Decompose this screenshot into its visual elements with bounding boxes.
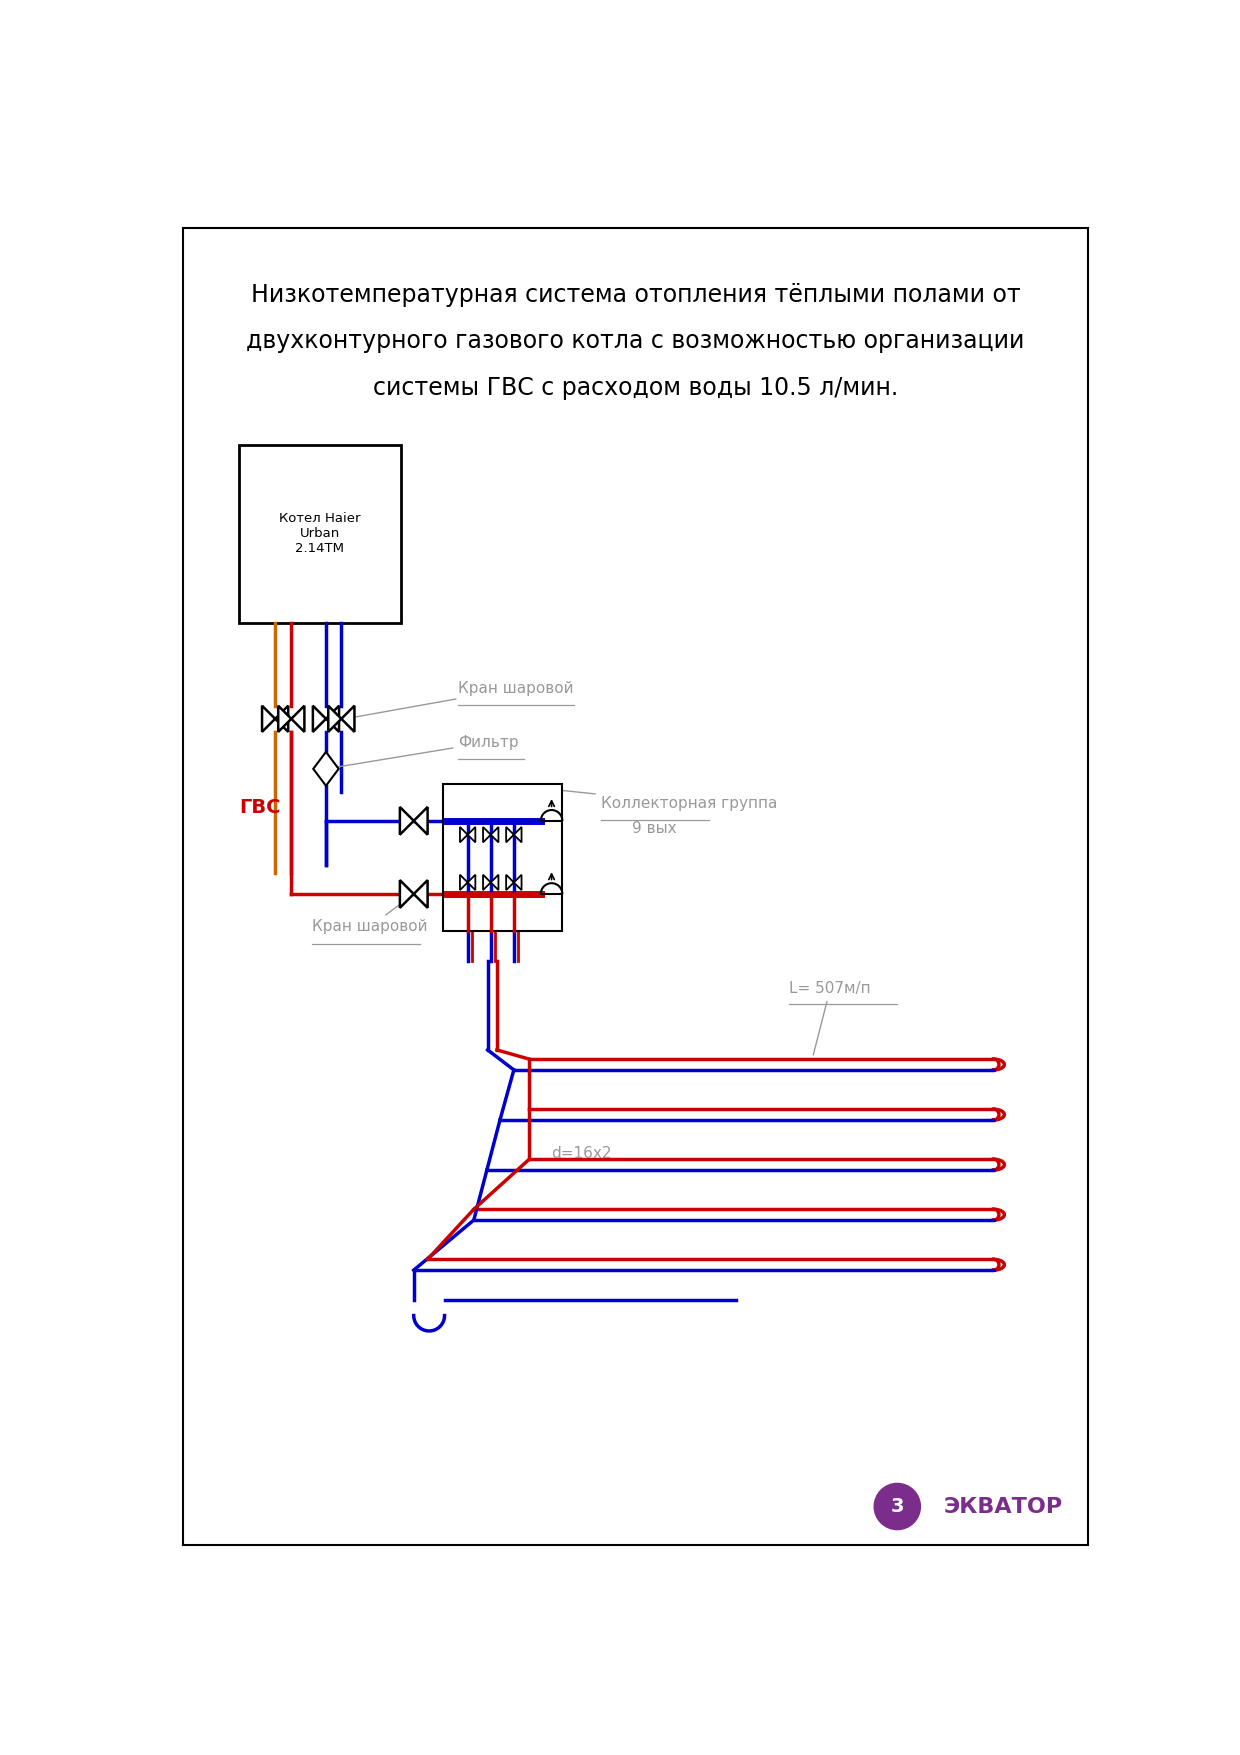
- Polygon shape: [506, 874, 513, 890]
- Polygon shape: [467, 874, 475, 890]
- Polygon shape: [460, 874, 467, 890]
- Polygon shape: [414, 879, 428, 907]
- Polygon shape: [513, 827, 522, 842]
- Bar: [443, 784, 563, 930]
- Circle shape: [874, 1483, 920, 1530]
- Polygon shape: [314, 751, 339, 786]
- Text: d=16x2: d=16x2: [551, 1146, 611, 1162]
- Polygon shape: [491, 874, 498, 890]
- Text: Кран шаровой: Кран шаровой: [312, 895, 428, 934]
- Polygon shape: [506, 827, 513, 842]
- Polygon shape: [312, 706, 326, 732]
- Polygon shape: [326, 706, 339, 732]
- Polygon shape: [484, 874, 491, 890]
- Polygon shape: [414, 807, 428, 835]
- Text: Котел Haier
Urban
2.14ТМ: Котел Haier Urban 2.14ТМ: [279, 512, 361, 556]
- Text: системы ГВС с расходом воды 10.5 л/мин.: системы ГВС с расходом воды 10.5 л/мин.: [373, 376, 898, 400]
- Text: Кран шаровой: Кран шаровой: [348, 681, 574, 718]
- Polygon shape: [329, 706, 341, 732]
- Polygon shape: [399, 879, 414, 907]
- Polygon shape: [341, 706, 355, 732]
- Text: 3: 3: [890, 1497, 904, 1516]
- Polygon shape: [513, 874, 522, 890]
- Text: двухконтурного газового котла с возможностью организации: двухконтурного газового котла с возможно…: [247, 330, 1024, 353]
- Text: Коллекторная группа: Коллекторная группа: [506, 784, 777, 811]
- Text: Низкотемпературная система отопления тёплыми полами от: Низкотемпературная система отопления тёп…: [250, 283, 1021, 307]
- Polygon shape: [491, 827, 498, 842]
- Bar: [239, 446, 401, 623]
- Text: ЭКВАТОР: ЭКВАТОР: [944, 1497, 1063, 1516]
- Text: 9 вых: 9 вых: [632, 821, 677, 837]
- Polygon shape: [262, 706, 275, 732]
- Polygon shape: [460, 827, 467, 842]
- Text: Фильтр: Фильтр: [329, 735, 520, 769]
- Text: L= 507м/п: L= 507м/п: [790, 981, 872, 1055]
- Polygon shape: [399, 807, 414, 835]
- Polygon shape: [467, 827, 475, 842]
- Text: ГВС: ГВС: [239, 799, 280, 816]
- Polygon shape: [484, 827, 491, 842]
- Polygon shape: [291, 706, 304, 732]
- Polygon shape: [275, 706, 288, 732]
- Polygon shape: [278, 706, 291, 732]
